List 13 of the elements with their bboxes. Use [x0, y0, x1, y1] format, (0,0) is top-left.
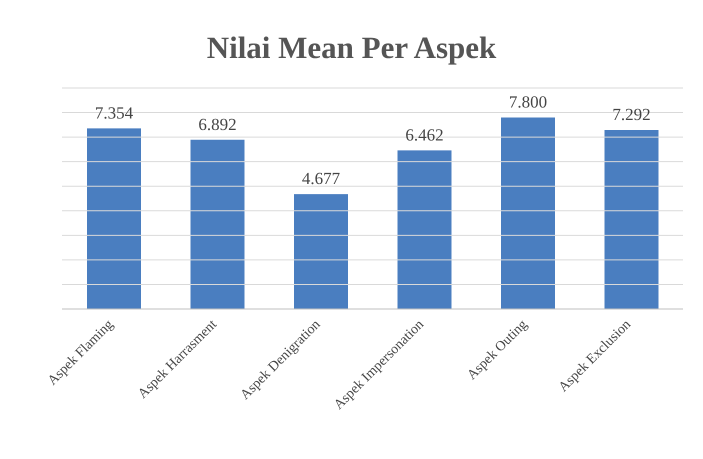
data-label: 7.800: [508, 92, 548, 112]
data-label: 6.462: [405, 125, 444, 144]
bar: [398, 150, 452, 309]
data-label: 6.892: [198, 114, 237, 134]
bar: [294, 194, 348, 309]
bar: [501, 117, 555, 309]
data-label: 7.292: [612, 104, 651, 124]
bar: [87, 128, 141, 309]
data-label: 4.677: [302, 169, 341, 188]
chart-title: Nilai Mean Per Aspek: [206, 30, 498, 66]
bar: [604, 130, 658, 309]
data-label: 7.354: [94, 103, 134, 122]
bar: [190, 140, 244, 309]
